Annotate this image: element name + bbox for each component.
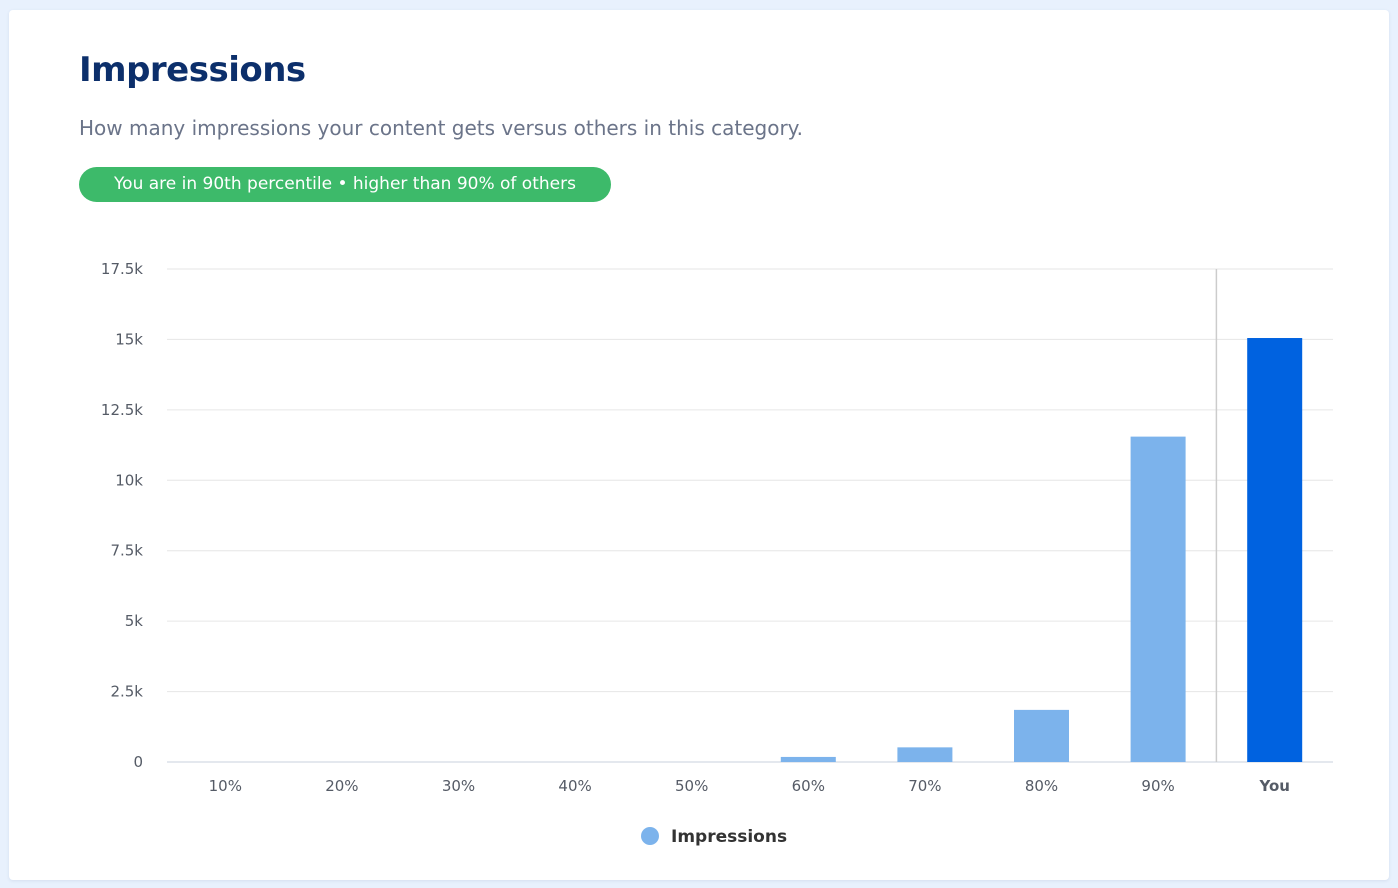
bar[interactable] [897, 747, 953, 762]
y-tick-label: 12.5k [101, 401, 143, 419]
y-tick-label: 2.5k [110, 683, 143, 701]
impressions-bar-chart: 0 2.5k 5k 7.5k 10k 12.5k 15k 17.5k 10% 20% 30% 40%… [101, 260, 1333, 847]
percentile-badge: You are in 90th percentile • higher than… [79, 167, 611, 202]
x-tick-label: 40% [558, 777, 591, 795]
y-tick-label: 7.5k [110, 542, 143, 560]
y-tick-label: 15k [115, 330, 143, 348]
x-tick-label: 20% [325, 777, 358, 795]
legend-label[interactable]: Impressions [671, 827, 787, 847]
x-axis-ticks: 10% 20% 30% 40% 50% 60% 70% 80% 90% You [209, 777, 1290, 795]
x-tick-label: 70% [908, 777, 941, 795]
y-tick-label: 5k [125, 612, 144, 630]
bar[interactable] [1014, 709, 1069, 762]
bar[interactable] [1130, 436, 1186, 762]
y-axis-ticks: 0 2.5k 5k 7.5k 10k 12.5k 15k 17.5k [101, 260, 143, 771]
bars [780, 338, 1303, 762]
legend-marker[interactable] [641, 827, 659, 845]
impressions-card: Impressions How many impressions your co… [9, 10, 1389, 880]
x-tick-label: 80% [1025, 777, 1058, 795]
y-tick-label: 10k [115, 471, 143, 489]
y-tick-label: 17.5k [101, 260, 143, 278]
x-tick-label: 30% [442, 777, 475, 795]
bar[interactable] [780, 756, 836, 762]
x-tick-label: 50% [675, 777, 708, 795]
x-tick-label: 10% [209, 777, 242, 795]
x-tick-label: You [1258, 777, 1289, 795]
x-tick-label: 90% [1141, 777, 1174, 795]
legend[interactable]: Impressions [641, 827, 787, 847]
card-title: Impressions [79, 50, 306, 90]
x-tick-label: 60% [792, 777, 825, 795]
y-tick-label: 0 [133, 753, 143, 771]
card-subtitle: How many impressions your content gets v… [79, 116, 804, 140]
bar-you[interactable] [1247, 338, 1303, 762]
